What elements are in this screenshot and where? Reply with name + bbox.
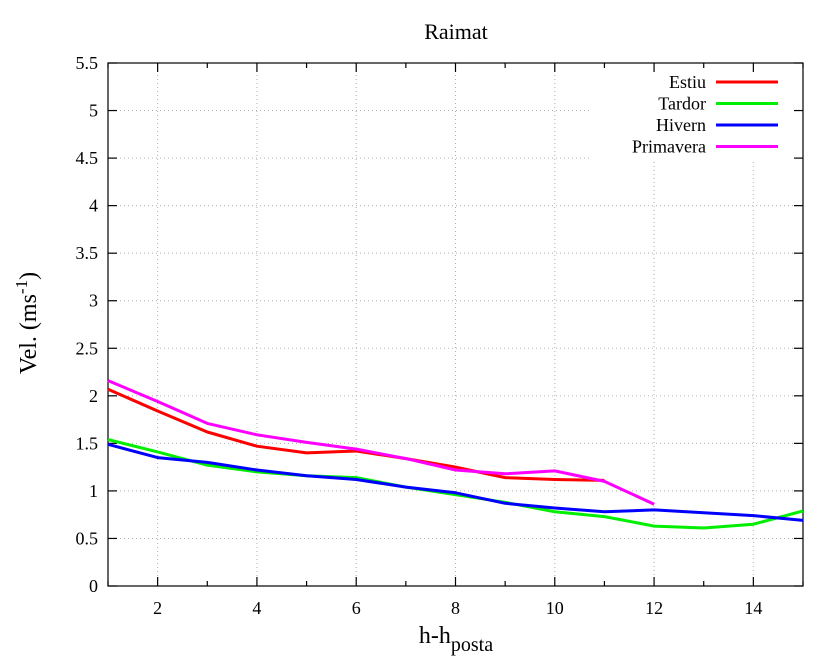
series-line-hivern [107, 442, 804, 522]
y-tick-label: 1.5 [76, 433, 99, 453]
x-tick-label: 4 [252, 598, 261, 618]
y-axis-label-main: Vel. (ms [16, 294, 42, 374]
series-line-primavera [107, 379, 655, 506]
x-tick-label: 12 [645, 598, 663, 618]
legend-label-primavera: Primavera [632, 137, 706, 157]
y-axis-label: Vel. (ms-1) [12, 272, 42, 374]
series-line-estiu [107, 387, 605, 482]
y-tick-label: 1 [89, 481, 98, 501]
y-axis-label-suffix: ) [16, 272, 42, 280]
x-tick-label: 8 [451, 598, 460, 618]
y-tick-label: 0 [89, 576, 98, 596]
y-tick-label: 5.5 [76, 53, 99, 73]
y-tick-label: 2 [89, 386, 98, 406]
x-axis-label-main: h-h [419, 623, 451, 649]
x-tick-label: 14 [744, 598, 762, 618]
chart-title: Raimat [424, 19, 488, 44]
x-tick-label: 2 [153, 598, 162, 618]
series-layer [107, 379, 804, 530]
x-tick-label: 10 [546, 598, 564, 618]
series-line-tardor [107, 438, 804, 530]
x-axis-label-subscript: posta [451, 634, 493, 656]
y-tick-label: 3.5 [76, 243, 99, 263]
y-tick-label: 3 [89, 291, 98, 311]
legend-label-hivern: Hivern [656, 115, 706, 135]
y-axis-label-superscript: -1 [12, 280, 31, 294]
x-tick-label: 6 [352, 598, 361, 618]
y-tick-label: 2.5 [76, 338, 99, 358]
ticks-layer: 0 0.5 1 1.5 2 2.5 3 3.5 4 4.5 5 5.5 2 4 6 8 10 12 14 [76, 53, 804, 618]
grid-layer [108, 63, 803, 586]
y-tick-label: 4.5 [76, 148, 99, 168]
legend-label-tardor: Tardor [658, 94, 706, 114]
y-tick-label: 0.5 [76, 528, 99, 548]
legend-label-estiu: Estiu [669, 72, 706, 92]
x-axis-label: h-hposta [419, 623, 493, 656]
y-tick-label: 5 [89, 101, 98, 121]
y-tick-label: 4 [89, 196, 98, 216]
